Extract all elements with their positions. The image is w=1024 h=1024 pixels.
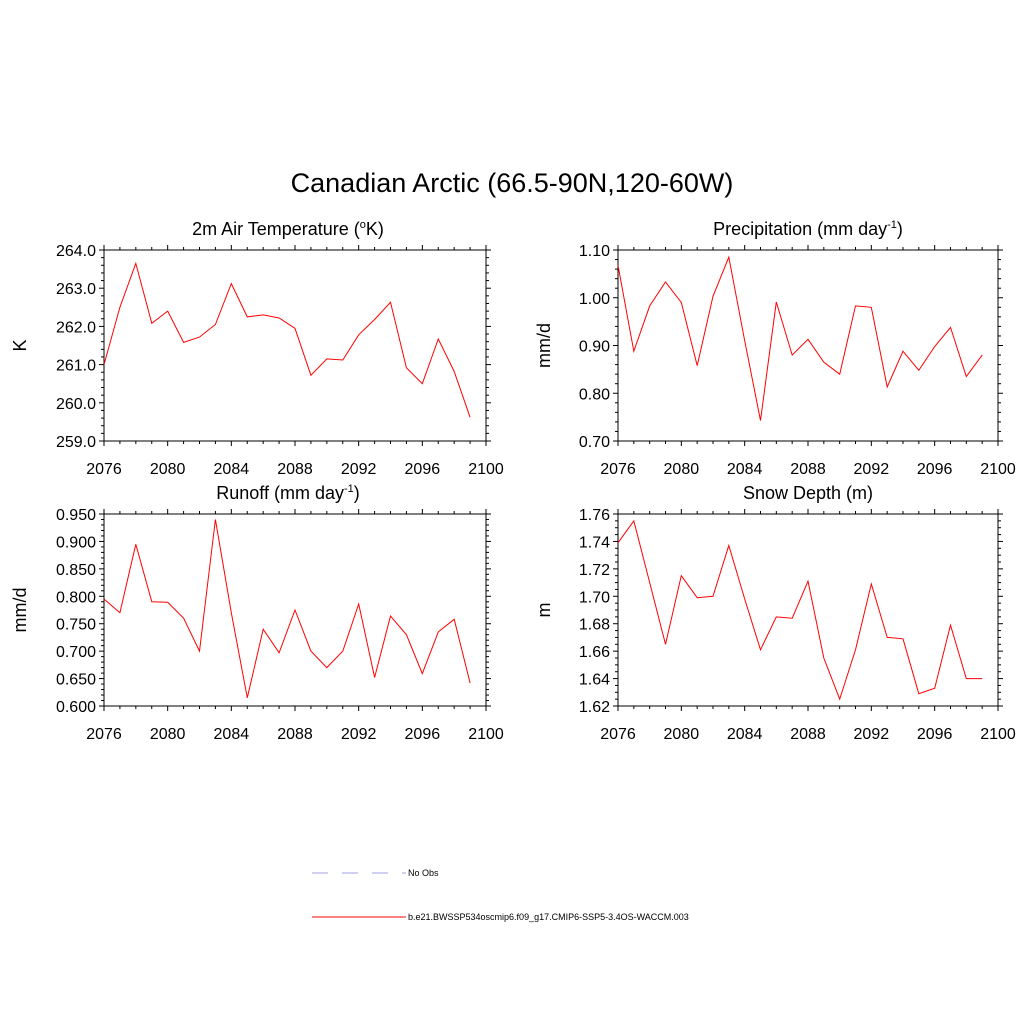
x-tick-label-snow-depth: 2092: [854, 726, 890, 743]
y-axis-label-snow-depth: m: [534, 603, 554, 618]
y-tick-label-temperature: 259.0: [56, 434, 96, 451]
panel-title-snow-depth: Snow Depth (m): [598, 483, 1018, 504]
x-tick-label-temperature: 2100: [468, 461, 504, 478]
x-tick-label-temperature: 2084: [214, 461, 250, 478]
panel-title-runoff: Runoff (mm day-1): [78, 483, 498, 504]
y-tick-label-snow-depth: 1.68: [579, 617, 610, 634]
panel-title-temperature-main: 2m Air Temperature (: [192, 219, 360, 239]
plot-frame-precipitation: [617, 249, 999, 442]
y-tick-label-runoff: 0.900: [56, 534, 96, 551]
series-line-temperature: [103, 261, 471, 418]
series-line-runoff: [103, 519, 471, 698]
chart-snow-depth: 2076 2080 2084 2088 2092 2096 2100 1.62 1.64 1.66…: [534, 507, 1016, 743]
x-tick-label-precipitation: 2092: [854, 461, 890, 478]
y-tick-label-snow-depth: 1.66: [579, 644, 610, 661]
chart-temperature: 2076 2080 2084 2088 2092 2096 2100 259.0 260.0 26…: [10, 243, 504, 478]
x-tick-label-precipitation: 2080: [664, 461, 700, 478]
y-tick-label-snow-depth: 1.72: [579, 562, 610, 579]
legend-model-label: b.e21.BWSSP534oscmip6.f09_g17.CMIP6-SSP5…: [408, 912, 689, 922]
panel-title-precipitation-main: Precipitation (mm day: [713, 219, 888, 239]
y-tick-label-runoff: 0.750: [56, 617, 96, 634]
x-tick-label-precipitation: 2088: [790, 461, 826, 478]
y-tick-label-precipitation: 0.80: [579, 386, 610, 403]
x-tick-label-snow-depth: 2076: [600, 726, 636, 743]
y-tick-label-temperature: 264.0: [56, 243, 96, 260]
x-tick-label-snow-depth: 2100: [980, 726, 1016, 743]
x-tick-label-runoff: 2084: [214, 726, 250, 743]
panel-title-precipitation: Precipitation (mm day-1): [598, 219, 1018, 240]
y-tick-label-runoff: 0.850: [56, 562, 96, 579]
panel-title-precipitation-sup: -1: [887, 219, 897, 231]
x-tick-label-snow-depth: 2080: [664, 726, 700, 743]
x-tick-label-precipitation: 2076: [600, 461, 636, 478]
y-tick-label-snow-depth: 1.62: [579, 699, 610, 716]
chart-precipitation: 2076 2080 2084 2088 2092 2096 2100 0.70 0.80 0.90…: [534, 243, 1016, 478]
x-tick-label-precipitation: 2084: [727, 461, 763, 478]
y-tick-label-precipitation: 1.00: [579, 291, 610, 308]
y-tick-label-runoff: 0.600: [56, 699, 96, 716]
x-tick-label-temperature: 2088: [277, 461, 313, 478]
x-tick-label-runoff: 2096: [405, 726, 441, 743]
x-tick-label-snow-depth: 2096: [917, 726, 953, 743]
y-tick-label-temperature: 260.0: [56, 396, 96, 413]
panel-title-temperature: 2m Air Temperature (oK): [78, 219, 498, 240]
y-tick-label-precipitation: 0.70: [579, 434, 610, 451]
x-tick-label-precipitation: 2100: [980, 461, 1016, 478]
y-tick-label-snow-depth: 1.74: [579, 534, 610, 551]
plot-frame-snow-depth: [617, 513, 999, 707]
y-axis-label-runoff: mm/d: [10, 588, 30, 633]
x-tick-label-temperature: 2092: [341, 461, 377, 478]
x-tick-label-temperature: 2076: [86, 461, 122, 478]
panel-title-runoff-sup: -1: [343, 483, 354, 495]
legend: No Obs b.e21.BWSSP534oscmip6.f09_g17.CMI…: [312, 868, 689, 922]
plot-frame-temperature: [103, 249, 487, 442]
y-tick-label-precipitation: 0.90: [579, 339, 610, 356]
x-tick-label-runoff: 2080: [150, 726, 186, 743]
y-tick-label-runoff: 0.950: [56, 507, 96, 524]
y-axis-label-temperature: K: [10, 339, 30, 351]
panel-title-precipitation-end: ): [896, 219, 903, 239]
panel-title-temperature-end: K): [365, 219, 384, 239]
panel-title-snow-depth-main: Snow Depth (m): [742, 483, 874, 503]
y-tick-label-snow-depth: 1.70: [579, 589, 610, 606]
x-tick-label-snow-depth: 2088: [790, 726, 826, 743]
y-tick-label-temperature: 262.0: [56, 319, 96, 336]
legend-no-obs-label: No Obs: [408, 868, 439, 878]
x-tick-label-runoff: 2092: [341, 726, 377, 743]
y-tick-label-snow-depth: 1.76: [579, 507, 610, 524]
y-tick-label-snow-depth: 1.64: [579, 672, 610, 689]
y-tick-label-runoff: 0.800: [56, 589, 96, 606]
panel-title-temperature-sup: o: [359, 219, 366, 231]
y-tick-label-runoff: 0.700: [56, 644, 96, 661]
x-tick-label-snow-depth: 2084: [727, 726, 763, 743]
y-tick-label-precipitation: 1.10: [579, 243, 610, 260]
y-tick-label-temperature: 263.0: [56, 281, 96, 298]
panel-title-runoff-main: Runoff (mm day: [216, 483, 344, 503]
y-axis-label-precipitation: mm/d: [534, 323, 554, 368]
x-tick-label-precipitation: 2096: [917, 461, 953, 478]
panel-title-runoff-end: ): [353, 483, 360, 503]
x-tick-label-temperature: 2096: [405, 461, 441, 478]
x-tick-label-runoff: 2088: [277, 726, 313, 743]
y-tick-label-runoff: 0.650: [56, 672, 96, 689]
x-tick-label-runoff: 2100: [468, 726, 504, 743]
x-tick-label-temperature: 2080: [150, 461, 186, 478]
y-tick-label-temperature: 261.0: [56, 358, 96, 375]
chart-runoff: 2076 2080 2084 2088 2092 2096 2100 0.600 0.650 0.…: [10, 507, 504, 743]
x-tick-label-runoff: 2076: [86, 726, 122, 743]
series-line-snow-depth: [617, 519, 983, 701]
figure-title: Canadian Arctic (66.5-90N,120-60W): [290, 168, 734, 198]
series-line-precipitation: [617, 255, 983, 421]
